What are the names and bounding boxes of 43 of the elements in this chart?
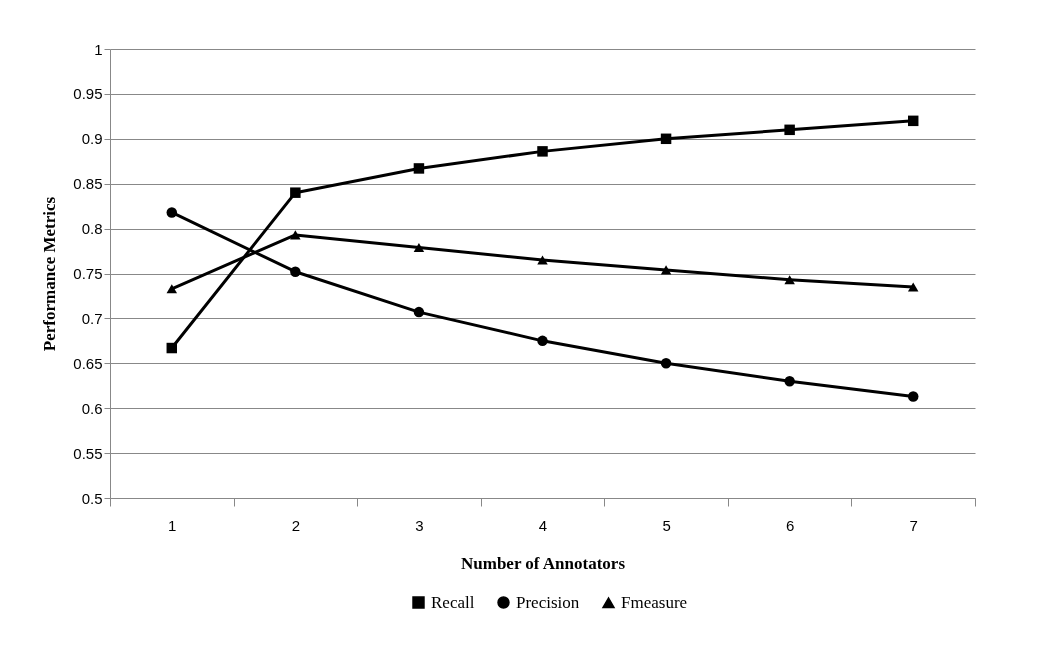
point bbox=[660, 265, 672, 275]
point bbox=[166, 284, 178, 294]
point bbox=[166, 342, 178, 354]
x-axis-title: Number of Annotators bbox=[460, 553, 626, 573]
point bbox=[290, 187, 301, 198]
y-tick-label: 0.5 bbox=[81, 489, 103, 507]
legend-label: Precision bbox=[516, 592, 580, 612]
point bbox=[784, 124, 795, 136]
x-tick-label: 6 bbox=[785, 516, 795, 534]
point bbox=[784, 275, 795, 285]
legend-label: Recall bbox=[431, 592, 475, 612]
y-tick-label: 0.9 bbox=[81, 130, 103, 148]
point bbox=[537, 255, 548, 265]
x-tick-label: 7 bbox=[909, 516, 918, 534]
y-tick-label: 0.65 bbox=[73, 354, 103, 372]
x-tick-label: 2 bbox=[291, 516, 301, 534]
y-tick-label: 0.6 bbox=[81, 399, 103, 417]
y-tick-label: 0.7 bbox=[81, 309, 103, 327]
point bbox=[413, 242, 425, 252]
y-axis-title: Performance Metrics bbox=[40, 196, 60, 352]
y-tick-label: 0.85 bbox=[73, 175, 103, 193]
point bbox=[907, 282, 919, 292]
point bbox=[784, 376, 795, 387]
point bbox=[413, 163, 425, 174]
y-tick-label: 1 bbox=[94, 40, 103, 58]
point bbox=[660, 358, 672, 369]
point bbox=[537, 146, 548, 157]
point bbox=[907, 391, 919, 402]
point bbox=[660, 133, 672, 145]
y-tick-label: 0.8 bbox=[81, 220, 103, 238]
point bbox=[413, 306, 425, 318]
legend-label: Fmeasure bbox=[621, 592, 688, 612]
y-tick-label: 0.75 bbox=[73, 265, 103, 282]
x-tick-label: 1 bbox=[168, 516, 177, 534]
point bbox=[537, 335, 548, 347]
y-tick-label: 0.95 bbox=[73, 85, 103, 103]
point bbox=[907, 115, 919, 127]
x-tick-label: 3 bbox=[415, 516, 424, 534]
x-tick-label: 4 bbox=[538, 516, 548, 534]
point bbox=[290, 266, 301, 277]
x-tick-label: 5 bbox=[662, 516, 671, 534]
point bbox=[166, 207, 178, 218]
y-tick-label: 0.55 bbox=[73, 444, 103, 462]
